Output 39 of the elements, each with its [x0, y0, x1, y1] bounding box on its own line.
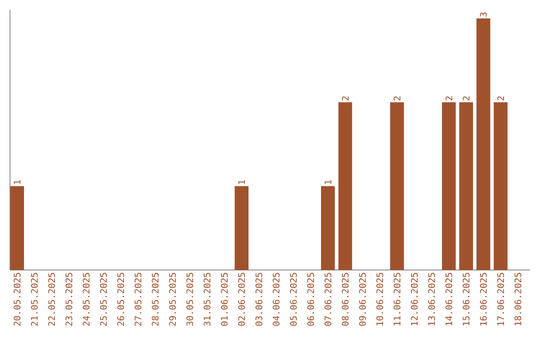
x-tick-label: 10.06.2025 [376, 272, 384, 326]
x-tick-label: 07.06.2025 [324, 272, 332, 326]
x-tick-label: 21.05.2025 [30, 272, 38, 326]
x-tick-label: 27.05.2025 [134, 272, 142, 326]
x-tick-label: 18.06.2025 [514, 272, 522, 326]
x-tick-label: 24.05.2025 [82, 272, 90, 326]
data-label: 1 [324, 180, 332, 184]
data-label: 2 [497, 96, 504, 100]
x-tick-label: 14.06.2025 [445, 272, 452, 326]
x-tick-label: 15.06.2025 [462, 272, 470, 326]
data-label: 1 [238, 180, 245, 184]
x-tick-label: 04.06.2025 [272, 272, 280, 326]
x-tick-label: 17.06.2025 [497, 272, 504, 326]
x-tick-label: 16.06.2025 [480, 272, 487, 326]
x-tick-label: 09.06.2025 [359, 272, 366, 326]
x-tick-label: 23.05.2025 [65, 272, 72, 326]
x-tick-label: 30.05.2025 [186, 272, 194, 326]
x-tick-label: 25.05.2025 [100, 272, 107, 326]
data-label: 3 [480, 12, 487, 17]
x-tick-label: 31.05.2025 [204, 272, 210, 326]
x-tick-label: 03.06.2025 [255, 272, 262, 326]
data-label: 2 [394, 96, 400, 100]
data-label: 1 [14, 180, 20, 184]
x-tick-label: 20.05.2025 [14, 272, 20, 326]
data-label: 2 [462, 96, 470, 100]
x-tick-label: 11.06.2025 [394, 272, 400, 326]
x-tick-label: 29.05.2025 [169, 272, 176, 326]
x-tick-label: 13.06.2025 [428, 272, 435, 326]
x-tick-label: 26.05.2025 [117, 272, 124, 326]
x-tick-label: 28.05.2025 [152, 272, 159, 326]
data-label: 2 [342, 96, 349, 100]
x-tick-label: 12.06.2025 [410, 272, 418, 326]
x-tick-label: 01.06.2025 [220, 272, 228, 326]
x-tick-label: 08.06.2025 [342, 272, 349, 326]
x-tick-label: 02.06.2025 [238, 272, 245, 326]
x-tick-label: 05.06.2025 [290, 272, 297, 326]
data-label: 2 [445, 96, 452, 100]
x-tick-label: 06.06.2025 [307, 272, 314, 326]
x-tick-label: 22.05.2025 [48, 272, 56, 326]
